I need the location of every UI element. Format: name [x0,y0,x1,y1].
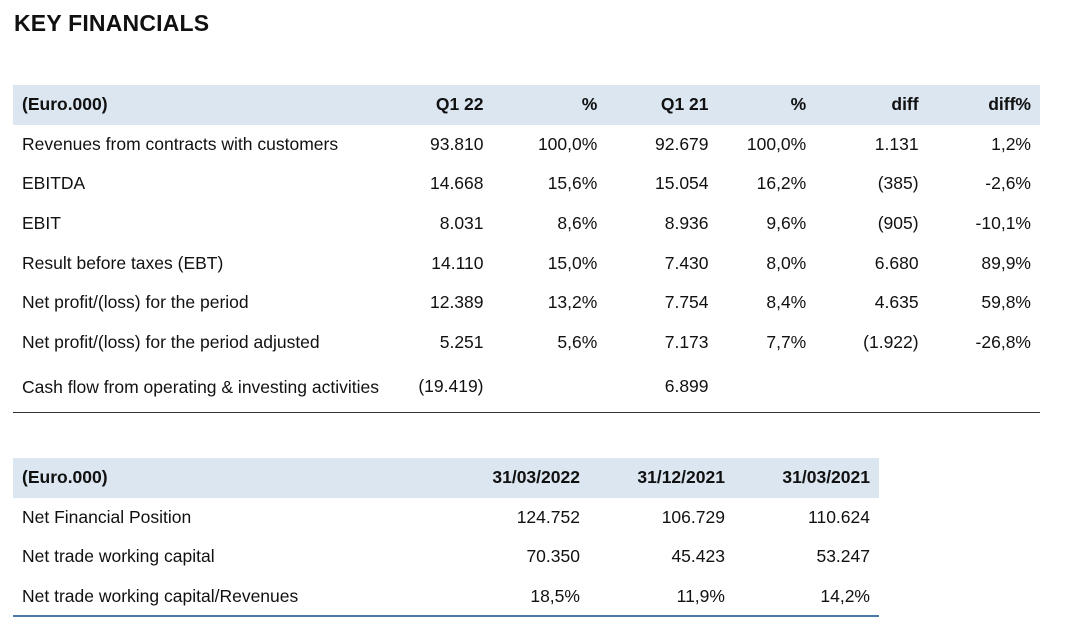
row-label: Net profit/(loss) for the period adjuste… [22,331,320,352]
table-cell: 14.668 [429,173,484,194]
table-cell: 93.810 [429,133,484,154]
table-row: Net Financial Position 124.752 106.729 1… [13,498,879,538]
table-cell: 11,9% [676,585,725,606]
column-header: Q1 21 [660,94,709,115]
table-cell: (905) [877,213,919,234]
table-row: Cash flow from operating & investing act… [13,362,1040,412]
table-cell: 1,2% [991,133,1031,154]
table-cell: (1.922) [863,331,919,352]
table-row: Net profit/(loss) for the period 12.389 … [13,283,1040,323]
table-cell: -10,1% [975,213,1031,234]
table-cell: 124.752 [516,506,580,527]
table-cell: 15.054 [655,173,709,194]
table-cell: 53.247 [816,546,870,567]
table-cell: 5,6% [557,331,598,352]
table-cell: 1.131 [874,133,919,154]
table-cell: 100,0% [537,133,598,154]
table-cell: 92.679 [655,133,709,154]
table-cell: 70.350 [526,546,580,567]
table-header-row: (Euro.000) 31/03/2022 31/12/2021 31/03/2… [13,458,879,498]
table-row: EBITDA 14.668 15,6% 15.054 16,2% (385) -… [13,164,1040,204]
table-cell: 8,6% [557,213,598,234]
table-cell [493,362,607,412]
page-title: KEY FINANCIALS [14,10,210,36]
table-cell: 45.423 [671,546,725,567]
column-header: (Euro.000) [22,94,108,115]
table-cell: 6.680 [874,252,919,273]
table-cell: 13,2% [547,292,598,313]
row-label: Net Financial Position [22,506,192,527]
table-row: Net trade working capital 70.350 45.423 … [13,537,879,577]
table-cell: 7.173 [664,331,709,352]
column-header: (Euro.000) [22,467,108,488]
table-row: Revenues from contracts with customers 9… [13,125,1040,165]
table-cell: 89,9% [981,252,1031,273]
row-label: Revenues from contracts with customers [22,133,339,154]
table-cell: 16,2% [756,173,807,194]
column-header: diff% [988,94,1031,115]
table-cell: -2,6% [985,173,1031,194]
column-header: 31/03/2021 [782,467,870,488]
row-label: EBITDA [22,173,86,194]
table-cell: (19.419) [418,376,484,397]
table-cell: 14,2% [820,585,870,606]
table-cell: (385) [877,173,919,194]
table-cell: 8,4% [766,292,807,313]
row-label: Result before taxes (EBT) [22,252,224,273]
table-cell: 15,6% [547,173,598,194]
table-cell: 6.899 [664,376,709,397]
row-label: Cash flow from operating & investing act… [22,376,379,397]
column-header: diff [891,94,919,115]
row-label: Net trade working capital [22,546,215,567]
column-header: Q1 22 [435,94,484,115]
row-label: Net profit/(loss) for the period [22,292,249,313]
table-cell: 100,0% [746,133,807,154]
table-cell: 7.430 [664,252,709,273]
table-cell: 18,5% [530,585,580,606]
table-cell: 8.031 [439,213,484,234]
table-cell: 4.635 [874,292,919,313]
table-cell: 5.251 [439,331,484,352]
table-cell: 7,7% [766,331,807,352]
table-cell: 59,8% [981,292,1031,313]
table-row: Net profit/(loss) for the period adjuste… [13,323,1040,363]
table-cell: 15,0% [547,252,598,273]
row-label: EBIT [22,213,61,234]
table-cell [928,362,1040,412]
table-cell: 8.936 [664,213,709,234]
balance-summary-table: (Euro.000) 31/03/2022 31/12/2021 31/03/2… [13,458,879,618]
table-cell [718,362,816,412]
table-cell: 7.754 [664,292,709,313]
table-cell: 106.729 [661,506,725,527]
table-cell: 110.624 [808,506,870,527]
row-label: Net trade working capital/Revenues [22,585,299,606]
column-header: % [581,94,598,115]
table-row: EBIT 8.031 8,6% 8.936 9,6% (905) -10,1% [13,204,1040,244]
table-cell: 8,0% [766,252,807,273]
table-header-row: (Euro.000) Q1 22 % Q1 21 % diff diff% [13,85,1040,125]
column-header: 31/03/2022 [492,467,580,488]
table-cell: -26,8% [975,331,1031,352]
table-row: Result before taxes (EBT) 14.110 15,0% 7… [13,243,1040,283]
table-row: Net trade working capital/Revenues 18,5%… [13,577,879,617]
table-cell: 14.110 [431,252,484,273]
table-cell: 12.389 [429,292,484,313]
column-header: 31/12/2021 [637,467,725,488]
table-cell: 9,6% [766,213,807,234]
income-summary-table: (Euro.000) Q1 22 % Q1 21 % diff diff% Re… [13,85,1040,413]
table-cell [815,362,927,412]
column-header: % [790,94,807,115]
